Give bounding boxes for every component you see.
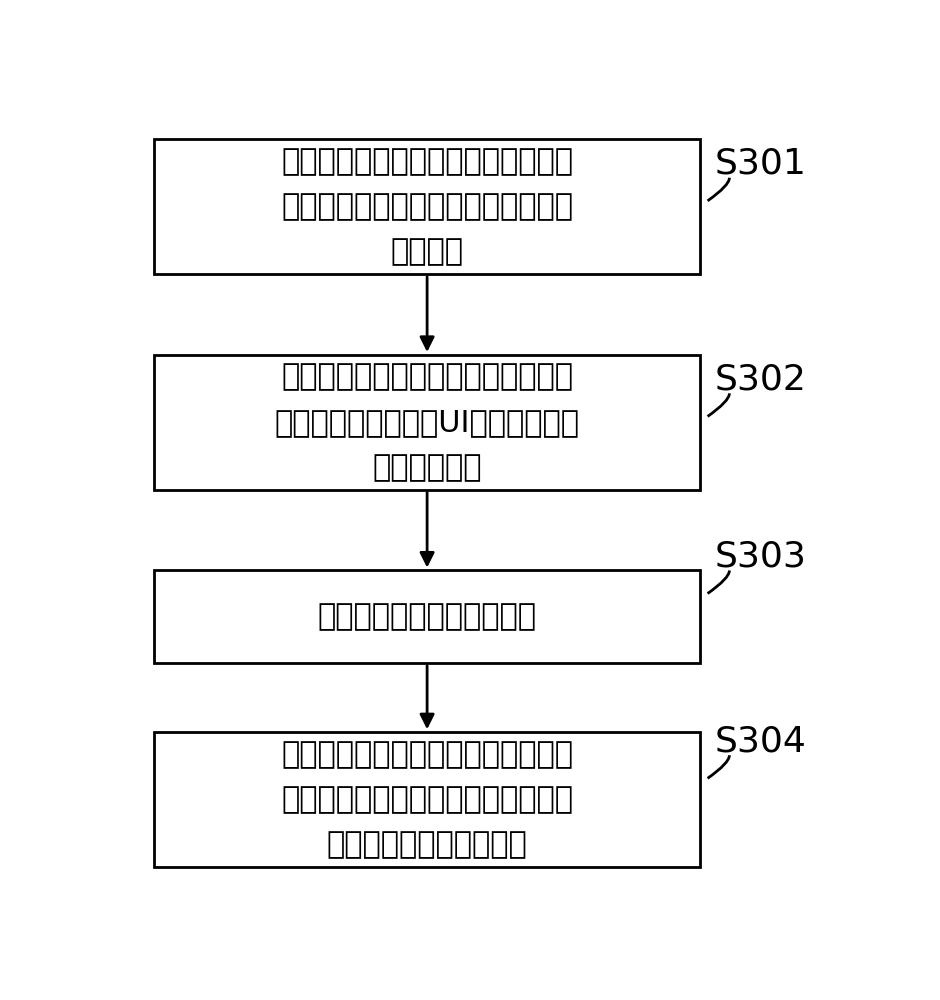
Text: 确认更改，或者，取消更改: 确认更改，或者，取消更改 (318, 602, 537, 631)
Text: S301: S301 (715, 147, 807, 181)
Text: S304: S304 (715, 724, 807, 758)
Bar (154, 139, 700, 274)
Bar (154, 732, 700, 867)
Bar (154, 570, 700, 663)
Bar (154, 355, 700, 490)
Text: 工控屏输入特定的厂家用户名和密码
信息，验证成功后，自动进入屏上可
编程模式: 工控屏输入特定的厂家用户名和密码 信息，验证成功后，自动进入屏上可 编程模式 (281, 147, 573, 266)
Text: 在可选择挂件组合、模块区域、可移
动区域中，重新布置UI、移动参数、
改变通讯位等: 在可选择挂件组合、模块区域、可移 动区域中，重新布置UI、移动参数、 改变通讯位… (274, 363, 580, 482)
Text: S302: S302 (715, 363, 807, 397)
Text: S303: S303 (715, 540, 807, 574)
Text: 屏上系统自动判断更改是否合法，若
合法，则触发对应的代码逻辑，完成
功能设置，否则弹出提示: 屏上系统自动判断更改是否合法，若 合法，则触发对应的代码逻辑，完成 功能设置，否… (281, 740, 573, 859)
